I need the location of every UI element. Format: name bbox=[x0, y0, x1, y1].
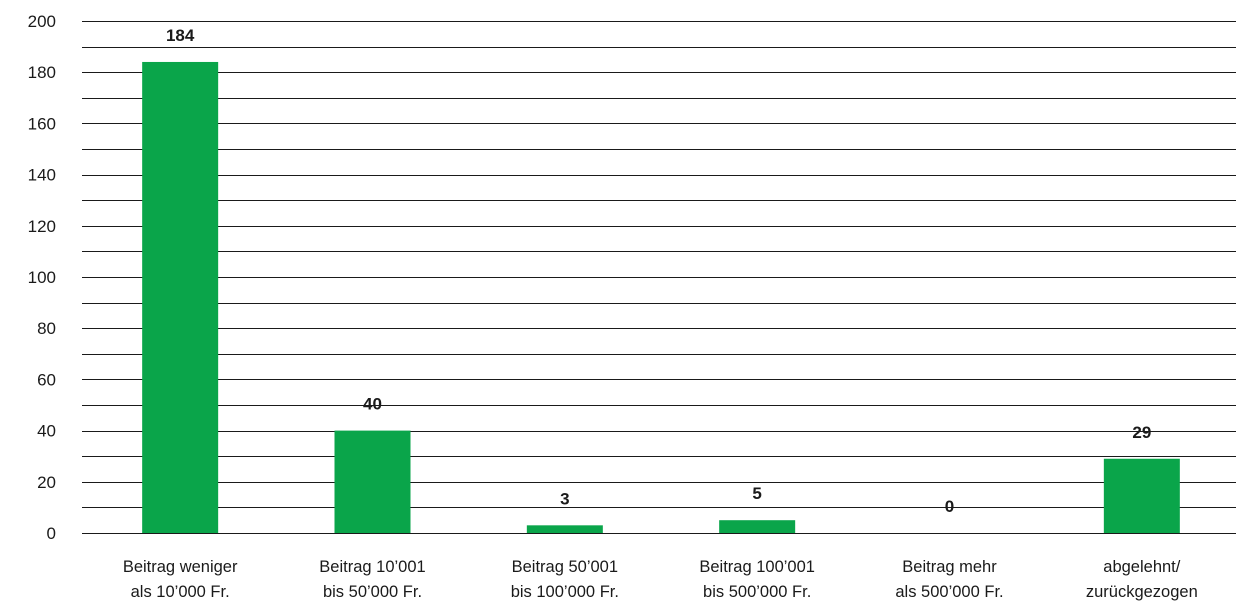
y-tick-label-180: 180 bbox=[28, 63, 56, 82]
bar-1 bbox=[334, 430, 411, 533]
category-label-2-line-1: bis 100’000 Fr. bbox=[511, 583, 619, 601]
value-label-1: 40 bbox=[363, 395, 382, 414]
category-label-0-line-0: Beitrag weniger bbox=[123, 558, 238, 576]
category-label-3-line-1: bis 500’000 Fr. bbox=[703, 583, 811, 601]
category-label-0: Beitrag weniger als 10’000 Fr. bbox=[123, 558, 238, 601]
category-label-2-line-0: Beitrag 50’001 bbox=[512, 558, 618, 576]
category-label-5-line-1: zurückgezogen bbox=[1086, 583, 1198, 601]
category-label-4-line-1: als 500’000 Fr. bbox=[895, 583, 1003, 601]
bar-2 bbox=[526, 525, 603, 533]
category-label-3: Beitrag 100’001 bis 500’000 Fr. bbox=[699, 558, 815, 601]
value-label-4: 0 bbox=[945, 497, 954, 516]
bars bbox=[142, 61, 1180, 534]
y-tick-label-20: 20 bbox=[37, 473, 56, 492]
category-label-5-line-0: abgelehnt/ bbox=[1103, 558, 1180, 576]
y-tick-label-60: 60 bbox=[37, 370, 56, 389]
grid bbox=[82, 21, 1236, 534]
value-label-5: 29 bbox=[1132, 423, 1151, 442]
category-label-4: Beitrag mehr als 500’000 Fr. bbox=[895, 558, 1003, 601]
y-tick-label-0: 0 bbox=[47, 524, 56, 543]
value-labels: 184 40 3 5 0 29 bbox=[166, 26, 1151, 516]
bar-3 bbox=[719, 520, 796, 533]
y-tick-label-160: 160 bbox=[28, 114, 56, 133]
category-label-1-line-0: Beitrag 10’001 bbox=[319, 558, 425, 576]
y-tick-label-120: 120 bbox=[28, 217, 56, 236]
x-axis-category-labels: Beitrag weniger als 10’000 Fr. Beitrag 10’… bbox=[123, 558, 1198, 601]
y-tick-label-40: 40 bbox=[37, 422, 56, 441]
category-label-2: Beitrag 50’001 bis 100’000 Fr. bbox=[511, 558, 619, 601]
value-label-3: 5 bbox=[752, 484, 761, 503]
category-label-0-line-1: als 10’000 Fr. bbox=[131, 583, 230, 601]
y-tick-label-140: 140 bbox=[28, 166, 56, 185]
bar-0 bbox=[142, 61, 219, 534]
category-label-1: Beitrag 10’001 bis 50’000 Fr. bbox=[319, 558, 425, 601]
category-label-1-line-1: bis 50’000 Fr. bbox=[323, 583, 422, 601]
category-label-3-line-0: Beitrag 100’001 bbox=[699, 558, 815, 576]
y-axis-tick-labels: 0 20 40 60 80 100 120 140 160 180 200 bbox=[28, 12, 56, 543]
y-tick-label-100: 100 bbox=[28, 268, 56, 287]
y-tick-label-200: 200 bbox=[28, 12, 56, 31]
category-label-4-line-0: Beitrag mehr bbox=[902, 558, 997, 576]
value-label-0: 184 bbox=[166, 26, 195, 45]
category-label-5: abgelehnt/zurückgezogen bbox=[1086, 558, 1198, 601]
y-tick-label-80: 80 bbox=[37, 319, 56, 338]
bar-5 bbox=[1103, 458, 1180, 533]
value-label-2: 3 bbox=[560, 489, 569, 508]
